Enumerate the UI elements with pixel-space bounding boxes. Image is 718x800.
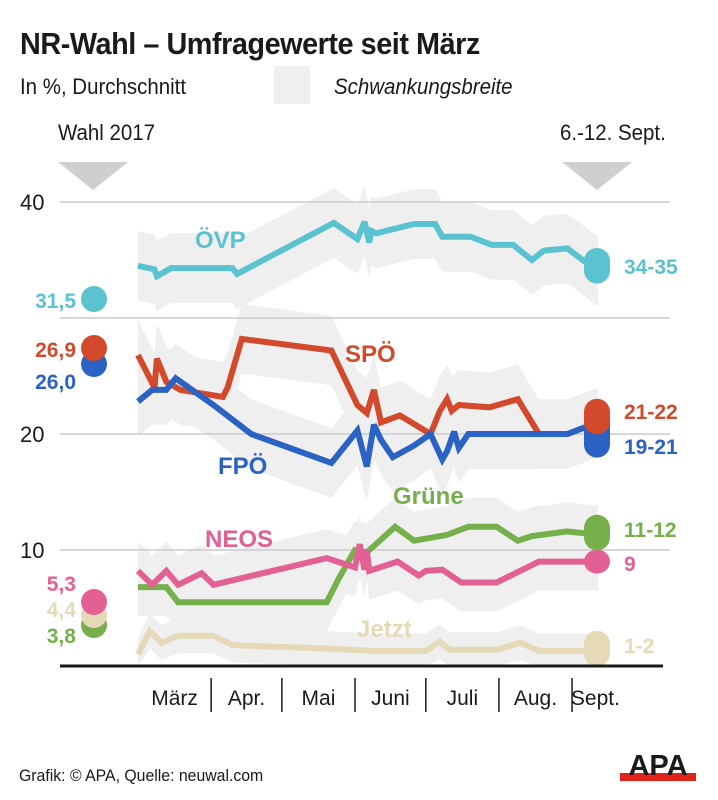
month-label-1: März <box>151 687 198 710</box>
month-label-3: Mai <box>302 687 336 710</box>
election-value-grüne: 3,8 <box>47 625 77 648</box>
latest-range-pill-jetzt <box>584 630 610 667</box>
x-axis: März Apr. Mai Juni Juli Aug. Sept. <box>60 664 663 712</box>
series-lines <box>135 219 600 656</box>
latest-value-jetzt: 1-2 <box>624 635 654 658</box>
apa-logo-bar <box>620 773 696 781</box>
latest-value-grüne: 11-12 <box>624 519 677 542</box>
latest-value-fpö: 19-21 <box>624 436 678 459</box>
latest-range-pill-grüne <box>584 514 610 551</box>
legend-band-label: Schwankungsbreite <box>334 74 513 99</box>
band-fpö <box>138 343 598 502</box>
latest-value-neos: 9 <box>624 553 636 576</box>
page-title: NR-Wahl – Umfragewerte seit März <box>20 26 480 61</box>
month-label-6: Aug. <box>514 687 557 710</box>
y-tick-label: 40 <box>20 190 44 215</box>
latest-value-övp: 34-35 <box>624 256 678 279</box>
y-tick-label: 10 <box>20 538 44 563</box>
series-label-spö: SPÖ <box>345 341 396 368</box>
legend-band-swatch <box>274 66 310 104</box>
apa-logo-text: APA <box>628 750 687 782</box>
chart-subtitle: In %, Durchschnitt <box>20 74 187 99</box>
election-dot-övp <box>81 286 107 312</box>
series-label-fpö: FPÖ <box>218 453 267 480</box>
month-label-7: Sept. <box>571 687 620 710</box>
latest-range-pill-övp <box>584 248 610 284</box>
latest-value-spö: 21-22 <box>624 401 678 424</box>
line-neos <box>135 543 598 590</box>
election-dot-neos <box>81 589 107 615</box>
line-grüne <box>138 522 599 606</box>
apa-logo: APA <box>620 750 696 782</box>
source-credit: Grafik: © APA, Quelle: neuwal.com <box>19 766 264 785</box>
latest-range-pill-spö <box>584 398 610 435</box>
latest-poll-marker-label: 6.-12. Sept. <box>560 120 666 145</box>
election-dot-spö <box>81 335 107 361</box>
band-jetzt <box>138 613 598 666</box>
band-övp <box>138 186 598 311</box>
line-spö <box>135 335 600 439</box>
latest-poll-marker-triangle <box>562 162 632 190</box>
series-label-övp: ÖVP <box>195 227 246 254</box>
election-marker-label: Wahl 2017 <box>58 120 156 145</box>
month-label-2: Apr. <box>228 687 265 710</box>
data-labels: ÖVP SPÖ FPÖ Grüne NEOS Jetzt 31,5 26,9 26,0 3,8 5,… <box>35 227 678 658</box>
election-value-spö: 26,9 <box>35 339 76 362</box>
marker-triangles <box>58 162 632 190</box>
line-jetzt <box>135 626 598 656</box>
election-value-jetzt: 4,4 <box>47 599 77 622</box>
series-label-jetzt: Jetzt <box>357 616 412 643</box>
latest-range-pill-neos <box>584 549 610 574</box>
series-label-grüne: Grüne <box>393 483 464 510</box>
line-fpö <box>136 374 600 468</box>
series-label-neos: NEOS <box>205 526 273 553</box>
election-value-övp: 31,5 <box>35 290 76 313</box>
election-value-fpö: 26,0 <box>35 371 76 394</box>
y-tick-label: 20 <box>20 422 44 447</box>
election-value-neos: 5,3 <box>47 573 76 596</box>
month-label-5: Juli <box>447 687 479 710</box>
election-marker-triangle <box>58 162 128 190</box>
line-övp <box>137 219 600 281</box>
month-label-4: Juni <box>371 687 410 710</box>
endpoint-dots <box>81 248 610 667</box>
